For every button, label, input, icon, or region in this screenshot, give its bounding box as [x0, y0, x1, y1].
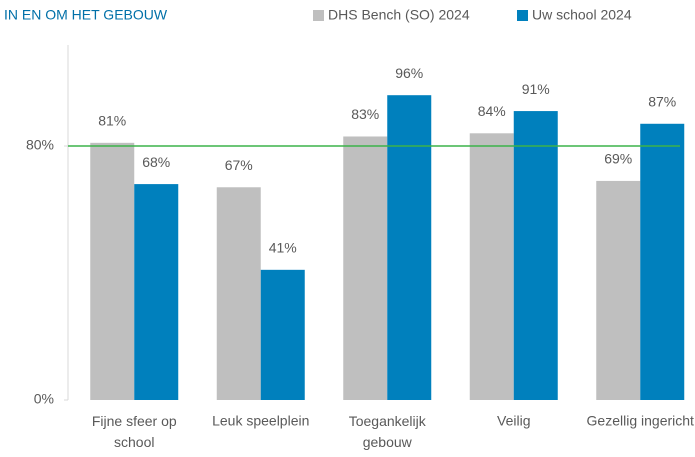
legend-swatch	[517, 10, 528, 21]
legend-label: DHS Bench (SO) 2024	[328, 7, 470, 23]
bar	[640, 123, 685, 401]
bar	[134, 184, 179, 400]
legend-label: Uw school 2024	[532, 7, 632, 23]
bar	[260, 269, 305, 400]
bar	[90, 142, 135, 400]
bar	[216, 187, 261, 400]
bar	[513, 111, 558, 400]
x-tick-label: Toegankelijk gebouw	[349, 413, 427, 450]
bar	[469, 133, 514, 401]
data-label: 69%	[604, 151, 632, 167]
x-tick-label: Leuk speelplein	[212, 413, 309, 429]
y-tick-label: 0%	[34, 391, 54, 407]
data-label: 67%	[225, 157, 253, 173]
data-label: 68%	[142, 154, 170, 170]
data-label: 87%	[648, 93, 676, 109]
data-label: 81%	[98, 113, 126, 129]
bar	[343, 136, 388, 400]
data-label: 83%	[351, 106, 379, 122]
x-tick-label: Fijne sfeer op school	[92, 413, 177, 450]
y-tick-label: 80%	[26, 137, 54, 153]
bar	[596, 180, 641, 400]
x-tick-label: Veilig	[497, 413, 530, 429]
data-label: 84%	[478, 103, 506, 119]
bar	[387, 95, 432, 400]
data-label: 96%	[395, 65, 423, 81]
data-label: 41%	[269, 240, 297, 256]
legend-swatch	[313, 10, 324, 21]
chart-title: IN EN OM HET GEBOUW	[4, 7, 168, 23]
x-tick-label: Gezellig ingericht	[587, 413, 694, 429]
data-label: 91%	[522, 81, 550, 97]
